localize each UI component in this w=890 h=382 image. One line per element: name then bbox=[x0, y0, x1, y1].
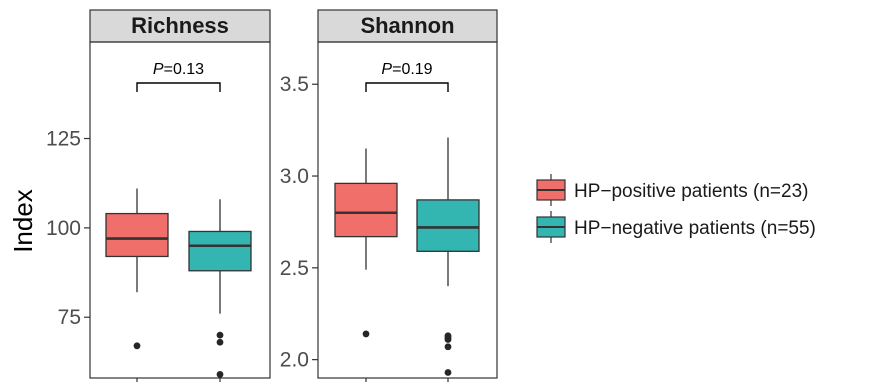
outlier-point bbox=[216, 371, 224, 378]
panel-border bbox=[317, 41, 498, 379]
p-value-label: P=0.13 bbox=[153, 61, 204, 78]
panel-shannon: Shannon 2.0 2.5 3.0 3.5 P=0.19 bbox=[280, 9, 498, 382]
outlier-point bbox=[362, 330, 370, 338]
significance-bracket bbox=[136, 82, 221, 92]
outlier-point bbox=[444, 343, 452, 351]
p-value-symbol: P bbox=[381, 61, 392, 78]
box-hp-positive bbox=[105, 212, 169, 258]
panel-title: Richness bbox=[131, 13, 229, 38]
panel-border bbox=[89, 41, 271, 379]
outlier-point bbox=[444, 369, 452, 376]
outlier-point bbox=[216, 331, 224, 339]
outlier-point bbox=[216, 338, 224, 346]
strip-background bbox=[317, 9, 498, 43]
y-axis-label: Index bbox=[8, 189, 38, 253]
p-value-number: =0.13 bbox=[164, 61, 205, 78]
box-hp-negative bbox=[188, 230, 252, 272]
y-tick-label: 100 bbox=[46, 217, 81, 240]
p-value-number: =0.19 bbox=[392, 61, 433, 78]
p-value-symbol: P bbox=[153, 61, 164, 78]
panels: Richness75100125P=0.13Shannon2.02.53.03.… bbox=[46, 9, 498, 382]
legend-item-hp-negative: HP−negative patients (n=55) bbox=[536, 211, 816, 243]
y-tick-label: 3.0 bbox=[280, 165, 309, 188]
outlier-point bbox=[133, 342, 141, 350]
panel-title: Shannon bbox=[360, 13, 454, 38]
y-tick-label: 3.5 bbox=[280, 73, 309, 96]
significance-bracket bbox=[365, 82, 449, 92]
strip-background bbox=[89, 9, 271, 43]
legend-label: HP−negative patients (n=55) bbox=[574, 218, 816, 239]
y-tick-label: 2.5 bbox=[280, 257, 309, 280]
p-value-label: P=0.19 bbox=[381, 61, 432, 78]
outlier-point bbox=[444, 332, 452, 340]
legend-label: HP−positive patients (n=23) bbox=[574, 181, 808, 202]
y-tick-label: 75 bbox=[58, 306, 81, 329]
box-hp-negative bbox=[416, 199, 480, 252]
panel-richness: Richness 75 100 125 P=0.13 bbox=[46, 9, 271, 382]
y-tick-label: 125 bbox=[46, 128, 81, 151]
legend-item-hp-positive: HP−positive patients (n=23) bbox=[536, 174, 808, 206]
legend: HP−positive patients (n=23) HP−negative p… bbox=[536, 174, 816, 243]
y-tick-label: 2.0 bbox=[280, 349, 309, 372]
box-hp-positive bbox=[334, 182, 398, 238]
